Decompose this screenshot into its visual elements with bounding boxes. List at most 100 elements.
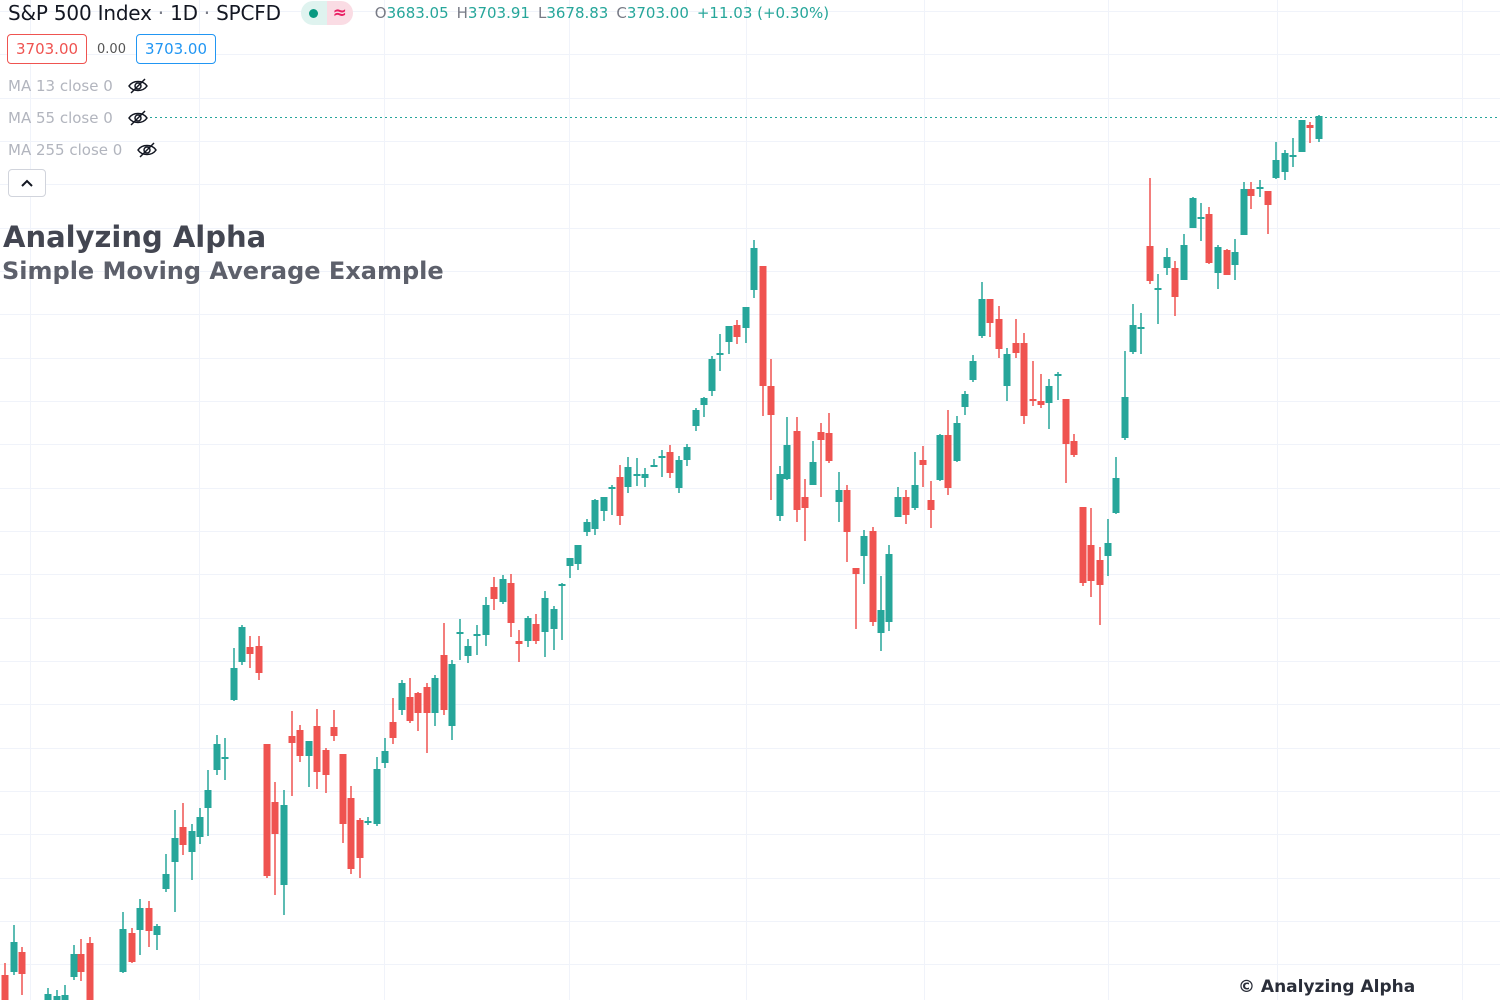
candle-body bbox=[238, 627, 246, 662]
chevron-up-icon bbox=[21, 179, 33, 187]
candle-body bbox=[1256, 187, 1264, 189]
candle-body bbox=[153, 926, 161, 935]
candle-body bbox=[473, 634, 481, 636]
candle-wick bbox=[1048, 379, 1050, 429]
candle-wick bbox=[770, 359, 772, 500]
candle-body bbox=[767, 386, 775, 415]
spread-value: 0.00 bbox=[97, 41, 126, 57]
candle-body bbox=[759, 266, 767, 386]
separator: · bbox=[203, 1, 211, 25]
candle-body bbox=[196, 817, 204, 837]
candle-body bbox=[482, 605, 490, 635]
candle-body bbox=[1315, 116, 1323, 139]
candle-body bbox=[1163, 257, 1171, 268]
candle-body bbox=[583, 522, 591, 532]
candle-body bbox=[86, 943, 94, 1000]
buy-button[interactable]: 3703.00 bbox=[135, 34, 217, 64]
candle-body bbox=[1171, 268, 1179, 297]
candle-wick bbox=[64, 985, 66, 1000]
candle-body bbox=[658, 456, 666, 458]
high-value: 3703.91 bbox=[467, 4, 530, 22]
candle-body bbox=[1231, 252, 1239, 265]
candle-body bbox=[1180, 245, 1188, 280]
candle-body bbox=[305, 741, 313, 756]
ohlc-values: O3683.05 H3703.91 L3678.83 C3703.00 +11.… bbox=[375, 4, 829, 22]
candle-wick bbox=[1200, 203, 1202, 241]
candle-body bbox=[817, 432, 825, 440]
candle-body bbox=[742, 307, 750, 328]
candle-body bbox=[550, 609, 558, 629]
candle-body bbox=[77, 954, 85, 972]
eye-hidden-icon[interactable] bbox=[136, 141, 158, 159]
candle-body bbox=[322, 750, 330, 775]
candle-body bbox=[666, 452, 674, 473]
candle-wick bbox=[165, 854, 167, 892]
candle-body bbox=[406, 697, 414, 721]
candle-body bbox=[70, 954, 78, 977]
candle-body bbox=[1096, 560, 1104, 585]
collapse-legend-button[interactable] bbox=[8, 169, 46, 197]
candle-wick bbox=[1032, 361, 1034, 406]
eye-hidden-icon[interactable] bbox=[127, 77, 149, 95]
candle-body bbox=[1029, 399, 1037, 401]
candle-body bbox=[171, 838, 179, 862]
candle-body bbox=[204, 790, 212, 808]
candle-wick bbox=[820, 423, 822, 497]
candle-body bbox=[1205, 214, 1213, 263]
status-pill[interactable]: ≈ bbox=[300, 1, 353, 25]
indicator-ma-55[interactable]: MA 55 close 0 bbox=[8, 109, 149, 127]
delayed-data-wave-icon: ≈ bbox=[326, 1, 353, 25]
close-label: C bbox=[616, 4, 627, 22]
candle-body bbox=[440, 655, 448, 710]
candle-body bbox=[776, 474, 784, 516]
candle-body bbox=[145, 908, 153, 931]
candle-body bbox=[524, 618, 532, 641]
candle-body bbox=[1104, 543, 1112, 556]
candle-body bbox=[1079, 507, 1087, 583]
candle-body bbox=[128, 933, 136, 962]
candle-body bbox=[373, 769, 381, 824]
candle-body bbox=[716, 353, 724, 355]
indicator-ma-13[interactable]: MA 13 close 0 bbox=[8, 77, 149, 95]
candle-wick bbox=[863, 530, 865, 584]
candle-wick bbox=[561, 583, 563, 640]
candle-body bbox=[1264, 191, 1272, 205]
candle-body bbox=[835, 490, 843, 502]
candle-body bbox=[280, 805, 288, 885]
candle-body bbox=[608, 487, 616, 489]
candle-body bbox=[221, 757, 229, 759]
eye-hidden-icon[interactable] bbox=[127, 109, 149, 127]
candle-body bbox=[1003, 354, 1011, 386]
candle-body bbox=[750, 248, 758, 290]
candle-body bbox=[919, 460, 927, 465]
candle-body bbox=[911, 485, 919, 508]
candle-wick bbox=[661, 450, 663, 477]
candle-wick bbox=[804, 479, 806, 541]
candle-body bbox=[1070, 441, 1078, 455]
candle-wick bbox=[1040, 374, 1042, 408]
candle-body bbox=[944, 435, 952, 488]
candle-body bbox=[515, 641, 523, 644]
candle-body bbox=[356, 820, 364, 858]
candle-body bbox=[641, 474, 649, 478]
candle-wick bbox=[855, 568, 857, 629]
candle-body bbox=[1137, 327, 1145, 329]
candle-body bbox=[162, 874, 170, 889]
candle-body bbox=[246, 647, 254, 654]
overlay-subtitle: Simple Moving Average Example bbox=[2, 257, 444, 285]
candle-wick bbox=[703, 397, 705, 417]
candle-body bbox=[801, 497, 809, 508]
indicator-ma-255[interactable]: MA 255 close 0 bbox=[8, 141, 158, 159]
candle-body bbox=[18, 952, 26, 974]
candle-body bbox=[1062, 399, 1070, 444]
symbol-name[interactable]: S&P 500 Index bbox=[8, 1, 152, 25]
candle-body bbox=[381, 751, 389, 763]
sell-button[interactable]: 3703.00 bbox=[7, 34, 88, 64]
candle-body bbox=[431, 678, 439, 713]
candle-body bbox=[339, 754, 347, 824]
candle-wick bbox=[653, 459, 655, 467]
candle-body bbox=[733, 325, 741, 337]
candle-body bbox=[574, 545, 582, 564]
interval[interactable]: 1D bbox=[170, 1, 198, 25]
